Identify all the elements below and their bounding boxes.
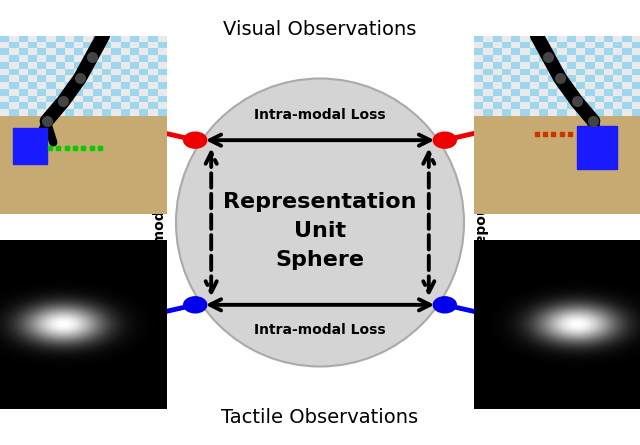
Bar	[577, 126, 617, 169]
Circle shape	[433, 132, 456, 148]
Text: Unit: Unit	[294, 222, 346, 241]
Circle shape	[184, 132, 207, 148]
Circle shape	[184, 297, 207, 313]
Ellipse shape	[176, 78, 464, 367]
Text: Representation: Representation	[223, 193, 417, 212]
Text: Tactile Observations: Tactile Observations	[221, 408, 419, 427]
Text: Sphere: Sphere	[275, 251, 365, 270]
Text: Intra-modal Loss: Intra-modal Loss	[254, 109, 386, 122]
Text: Visual Observations: Visual Observations	[223, 20, 417, 39]
Text: Intra-modal Loss: Intra-modal Loss	[254, 323, 386, 336]
Circle shape	[433, 297, 456, 313]
Bar	[13, 128, 47, 164]
Text: Inter-modal Loss: Inter-modal Loss	[473, 157, 487, 288]
Text: Inter-modal Loss: Inter-modal Loss	[153, 157, 167, 288]
